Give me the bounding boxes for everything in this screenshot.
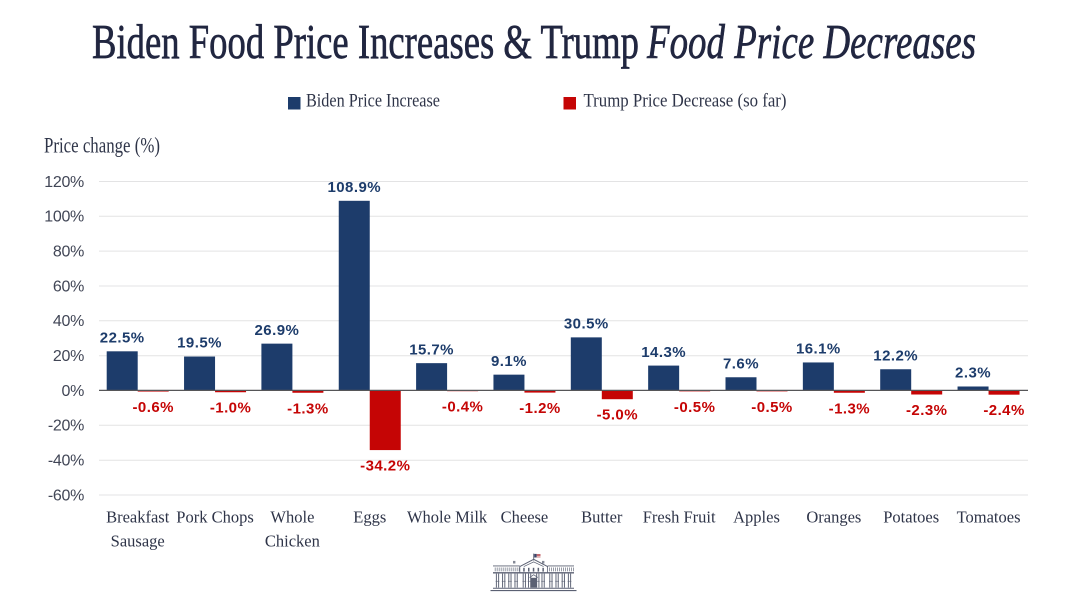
svg-text:14.3%: 14.3% [641,344,686,361]
svg-text:100%: 100% [44,209,84,226]
svg-text:-5.0%: -5.0% [597,407,638,424]
svg-text:7.6%: 7.6% [723,355,759,372]
svg-text:-0.5%: -0.5% [751,399,792,416]
svg-text:120%: 120% [44,174,84,191]
svg-text:Price change (%): Price change (%) [44,133,160,158]
svg-text:Tomatoes: Tomatoes [957,508,1021,527]
svg-text:12.2%: 12.2% [873,347,918,364]
svg-text:-2.4%: -2.4% [983,402,1024,419]
svg-text:22.5%: 22.5% [100,330,145,347]
svg-text:Cheese: Cheese [501,508,549,527]
svg-text:16.1%: 16.1% [796,341,841,358]
svg-text:0%: 0% [61,383,84,400]
svg-text:-60%: -60% [48,487,84,504]
svg-text:60%: 60% [53,278,84,295]
svg-text:-40%: -40% [48,453,84,470]
svg-text:Food Price Decreases: Food Price Decreases [646,14,976,69]
svg-text:Pork Chops: Pork Chops [176,508,253,527]
svg-text:-20%: -20% [48,418,84,435]
svg-text:Eggs: Eggs [353,508,386,527]
svg-text:-1.2%: -1.2% [519,400,560,417]
svg-text:-1.3%: -1.3% [287,400,328,417]
svg-text:Butter: Butter [581,508,623,527]
svg-text:40%: 40% [53,313,84,330]
svg-text:26.9%: 26.9% [255,322,300,339]
svg-text:Oranges: Oranges [806,508,861,527]
svg-text:Potatoes: Potatoes [883,508,939,527]
svg-text:80%: 80% [53,244,84,261]
svg-text:Breakfast: Breakfast [106,508,170,527]
svg-text:19.5%: 19.5% [177,335,222,352]
svg-text:Biden Food Price Increases & T: Biden Food Price Increases & Trump [92,14,639,69]
svg-text:108.9%: 108.9% [327,179,381,196]
svg-text:Apples: Apples [733,508,780,527]
svg-text:Fresh Fruit: Fresh Fruit [643,508,716,527]
svg-text:-34.2%: -34.2% [360,458,410,475]
svg-text:-0.6%: -0.6% [132,399,173,416]
svg-text:Whole Milk: Whole Milk [407,508,488,527]
svg-text:Chicken: Chicken [265,532,320,551]
svg-text:Sausage: Sausage [111,532,165,551]
svg-text:-1.3%: -1.3% [829,400,870,417]
svg-text:2.3%: 2.3% [955,365,991,382]
svg-text:9.1%: 9.1% [491,353,527,370]
svg-text:30.5%: 30.5% [564,316,609,333]
svg-text:-1.0%: -1.0% [210,400,251,417]
svg-text:-2.3%: -2.3% [906,402,947,419]
svg-text:Trump Price Decrease (so far): Trump Price Decrease (so far) [584,91,787,112]
svg-text:15.7%: 15.7% [409,341,454,358]
svg-text:Biden Price Increase: Biden Price Increase [306,91,440,112]
svg-text:20%: 20% [53,348,84,365]
svg-text:Whole: Whole [270,508,314,527]
svg-text:-0.5%: -0.5% [674,399,715,416]
svg-text:-0.4%: -0.4% [442,399,483,416]
